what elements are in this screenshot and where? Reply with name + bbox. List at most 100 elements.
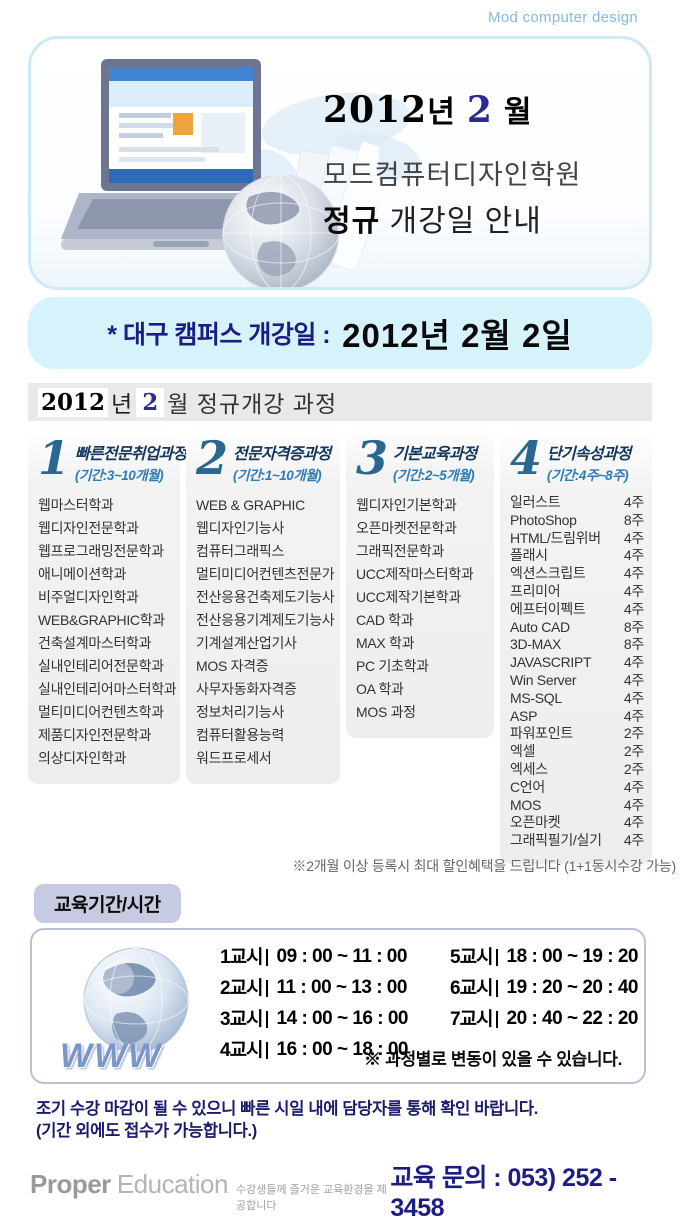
course-item: UCC제작기본학과 (356, 586, 486, 609)
course-item: 컴퓨터활용능력 (196, 724, 332, 747)
course-name: 사무자동화자격증 (196, 681, 297, 697)
bottom-notices: 조기 수강 마감이 될 수 있으니 빠른 시일 내에 담당자를 통해 확인 바랍… (36, 1098, 538, 1142)
course-name: JAVASCRIPT (510, 654, 592, 671)
course-name: PhotoShop (510, 511, 577, 528)
course-item: JAVASCRIPT 4주 (510, 654, 644, 672)
course-item: WEB&GRAPHIC학과 (38, 609, 172, 632)
course-item: 엑세스 2주 (510, 761, 644, 779)
period-label: 7교시 (450, 1010, 498, 1029)
course-name: 일러스트 (510, 494, 561, 510)
logo-light-text: Education (116, 1168, 229, 1199)
column-number: 4 (510, 431, 543, 485)
course-duration: 4주 (623, 529, 644, 546)
course-item: 일러스트 4주 (510, 494, 644, 512)
section-month: 2 (136, 387, 165, 417)
header-banner: 2012년 2 월 모드컴퓨터디자인학원 정규 개강일 안내 (28, 36, 652, 290)
course-list: 웹디자인기본학과 오픈마켓전문학과 그래픽전문학과 UCC제작마스터학과 UCC… (356, 494, 486, 724)
course-name: Auto CAD (510, 618, 570, 635)
globe-icon (222, 174, 340, 287)
course-name: 멀티미디어컨텐츠학과 (38, 704, 164, 720)
course-item: ASP 4주 (510, 708, 644, 726)
course-name: 애니메이션학과 (38, 566, 127, 582)
course-item: PhotoShop 8주 (510, 512, 644, 530)
course-item: HTML/드림위버 4주 (510, 530, 644, 548)
discount-note: ※2개월 이상 등록시 최대 할인혜택을 드립니다 (1+1동시수강 가능) (292, 858, 676, 874)
campus-date: 2012년 2월 2일 (342, 317, 573, 354)
course-column-3: 3 기본교육과정 (기간:2~5개월) 웹디자인기본학과 오픈마켓전문학과 그래… (346, 428, 494, 738)
course-name: 프리미어 (510, 582, 561, 599)
column-title: 단기속성과정 (547, 446, 631, 463)
course-item: 오픈마켓전문학과 (356, 517, 486, 540)
course-duration: 4주 (623, 600, 644, 617)
course-item: 웹디자인기본학과 (356, 494, 486, 517)
course-columns: 1 빠른전문취업과정 (기간:3~10개월) 웹마스터학과 웹디자인전문학과 웹… (28, 428, 656, 864)
period-time: 19 : 20 ~ 20 : 40 (506, 977, 639, 998)
course-item: 의상디자인학과 (38, 747, 172, 770)
course-name: 컴퓨터그래픽스 (196, 543, 285, 559)
course-item: 실내인테리어마스터학과 (38, 678, 177, 701)
course-item: WEB & GRAPHIC (196, 494, 332, 517)
schedule-box: WWW 1교시 09 : 00 ~ 11 : 00 2교시 11 : 00 ~ 13… (30, 928, 646, 1084)
course-duration: 4주 (623, 654, 644, 671)
course-item: Auto CAD 8주 (510, 619, 644, 637)
course-name: 실내인테리어마스터학과 (38, 681, 177, 697)
period-time: 09 : 00 ~ 11 : 00 (276, 946, 408, 967)
banner-month: 2 (466, 89, 493, 131)
course-name: MOS (510, 796, 541, 813)
banner-yeon: 년 (427, 96, 456, 129)
course-name: 웹디자인전문학과 (38, 520, 139, 536)
course-name: 파워포인트 (510, 725, 573, 742)
period-label: 5교시 (450, 948, 498, 967)
footer: Proper Education 수강생들께 즐거운 교육환경을 제공합니다 교… (30, 1158, 650, 1223)
course-item: 프리미어 4주 (510, 583, 644, 601)
course-name: 3D-MAX (510, 636, 562, 653)
campus-opening-banner: * 대구 캠퍼스 개강일 : 2012년 2월 2일 (28, 297, 652, 369)
course-name: 오픈마켓전문학과 (356, 520, 457, 536)
notice-line-1: 조기 수강 마감이 될 수 있으니 빠른 시일 내에 담당자를 통해 확인 바랍… (36, 1100, 539, 1118)
section-rest: 월 정규개강 과정 (167, 391, 338, 417)
column-title: 빠른전문취업과정 (75, 446, 187, 463)
course-item: 워드프로세서 (196, 747, 332, 770)
course-item: 에프터이펙트 4주 (510, 601, 644, 619)
course-duration: 8주 (623, 511, 644, 528)
course-name: PC 기초학과 (356, 658, 429, 674)
course-list: 웹마스터학과 웹디자인전문학과 웹프로그래밍전문학과 애니메이션학과 비주얼디자… (38, 494, 177, 770)
course-duration: 2주 (623, 760, 644, 777)
column-title: 기본교육과정 (393, 446, 477, 463)
banner-title-rest: 개강일 안내 (380, 205, 542, 238)
period-label: 2교시 (220, 979, 268, 998)
column-period: (기간:1~10개월) (233, 468, 322, 483)
course-name: 실내인테리어전문학과 (38, 658, 164, 674)
logo-bold-text: Proper (30, 1168, 111, 1199)
course-name: 전산응용기계제도기능사 (196, 612, 335, 628)
section-title-bar: 2012 년 2 월 정규개강 과정 (28, 383, 652, 421)
course-name: UCC제작기본학과 (356, 589, 461, 605)
course-name: MS-SQL (510, 689, 562, 706)
course-name: 멀티미디어컨텐츠전문가 (196, 566, 335, 582)
section-yeon: 년 (111, 391, 133, 417)
course-item: 제품디자인전문학과 (38, 724, 172, 747)
period-label: 1교시 (220, 948, 268, 967)
course-item: 멀티미디어컨텐츠학과 (38, 701, 172, 724)
course-item: 그래픽전문학과 (356, 540, 486, 563)
schedule-period-row: 5교시 18 : 00 ~ 19 : 20 (450, 946, 639, 968)
period-time: 14 : 00 ~ 16 : 00 (276, 1008, 409, 1029)
course-name: 웹디자인기본학과 (356, 497, 457, 513)
course-duration: 2주 (623, 725, 644, 742)
course-column-header: 1 빠른전문취업과정 (기간:3~10개월) (38, 435, 187, 484)
course-item: 정보처리기능사 (196, 701, 332, 724)
course-name: 전산응용건축제도기능사 (196, 589, 335, 605)
course-name: C언어 (510, 778, 545, 795)
course-name: 웹프로그래밍전문학과 (38, 543, 164, 559)
course-name: 기계설계산업기사 (196, 635, 297, 651)
course-duration: 4주 (623, 671, 644, 688)
course-item: 실내인테리어전문학과 (38, 655, 172, 678)
banner-wol: 월 (503, 96, 533, 129)
period-time: 20 : 40 ~ 22 : 20 (506, 1008, 639, 1029)
course-item: 오픈마켓 4주 (510, 814, 644, 832)
course-duration: 8주 (623, 618, 644, 635)
course-name: ASP (510, 707, 538, 724)
schedule-period-row: 1교시 09 : 00 ~ 11 : 00 (220, 946, 440, 968)
course-item: OA 학과 (356, 678, 486, 701)
course-name: OA 학과 (356, 681, 404, 697)
